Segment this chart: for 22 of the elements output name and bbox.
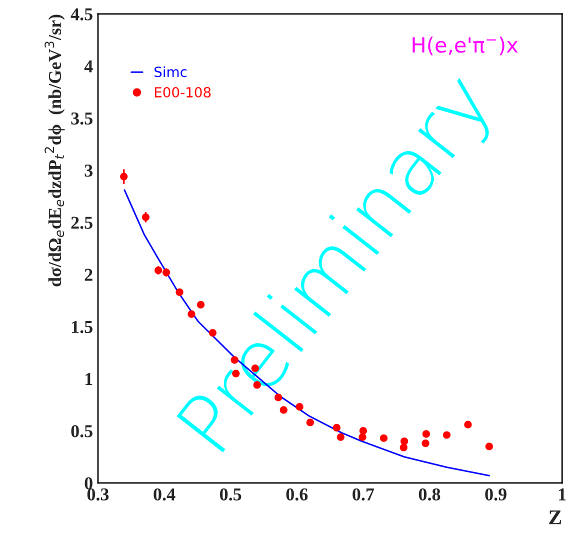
text: dσ/dΩ$_{e}$dE$_{e}$dzdP$_{t}$$^{2}$dϕ (nb/GeV$^{3}$/sr) [44, 14, 65, 286]
y-tick-label: 1 [86, 373, 92, 385]
annotation: H(e,e'π$^{−}$)x [412, 36, 518, 56]
y-tick-label: 2 [84, 268, 92, 281]
x-tick-label: 0.3 [87, 488, 109, 501]
y-tick-label: 4.5 [70, 8, 92, 20]
y-tick-label: 3 [84, 164, 93, 177]
x-tick-label: 0.7 [352, 488, 374, 501]
x-axis-title: Z [549, 510, 562, 524]
y-tick-label: 3.5 [71, 112, 92, 125]
x-tick-label: 0.9 [485, 488, 506, 501]
x-tick-label: 0.6 [286, 488, 308, 501]
y-tick-label: 1.5 [72, 320, 92, 334]
y-tick-label: 4 [84, 60, 93, 72]
x-tick-label: 0.4 [154, 488, 176, 501]
x-tick-label: 0.8 [418, 488, 440, 501]
x-tick-label: 1 [559, 488, 566, 500]
y-tick-label: 0 [84, 477, 92, 490]
legend-label: Simc [154, 66, 187, 78]
y-tick-label: 2.5 [71, 216, 92, 229]
y-tick-label: 0.5 [71, 425, 92, 438]
x-tick-label: 0.5 [220, 488, 242, 501]
